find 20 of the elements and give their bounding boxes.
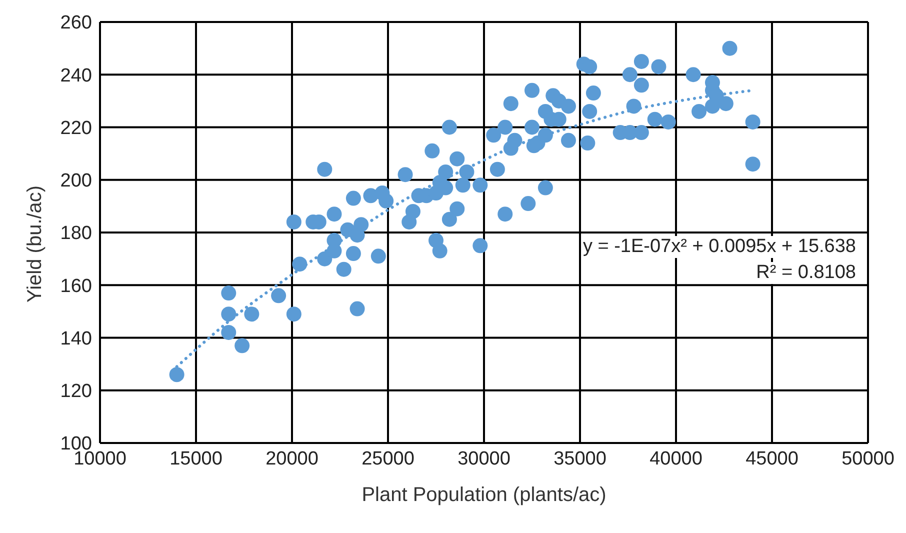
y-tick-label: 220 xyxy=(60,118,92,139)
x-tick-label: 25000 xyxy=(362,448,414,470)
x-tick-label: 30000 xyxy=(458,448,510,470)
y-tick-label: 140 xyxy=(60,328,92,350)
y-tick-label: 180 xyxy=(60,223,92,244)
y-axis-title: Yield (bu./ac) xyxy=(24,185,46,302)
y-tick-label: 200 xyxy=(60,170,92,192)
y-tick-label: 120 xyxy=(60,381,92,402)
y-tick-label: 260 xyxy=(60,12,92,34)
x-tick-label: 50000 xyxy=(842,448,894,470)
x-tick-label: 40000 xyxy=(650,448,702,470)
y-tick-label: 160 xyxy=(60,276,92,297)
y-tick-label: 240 xyxy=(60,65,92,86)
annotation: R² = 0.8108 xyxy=(754,262,858,284)
x-tick-label: 45000 xyxy=(746,448,798,470)
annotation: y = -1E-07x² + 0.0095x + 15.638 xyxy=(580,236,858,258)
x-tick-label: 20000 xyxy=(266,448,318,470)
x-tick-label: 35000 xyxy=(554,448,606,470)
x-tick-label: 15000 xyxy=(170,448,222,470)
x-axis-title: Plant Population (plants/ac) xyxy=(362,484,606,506)
